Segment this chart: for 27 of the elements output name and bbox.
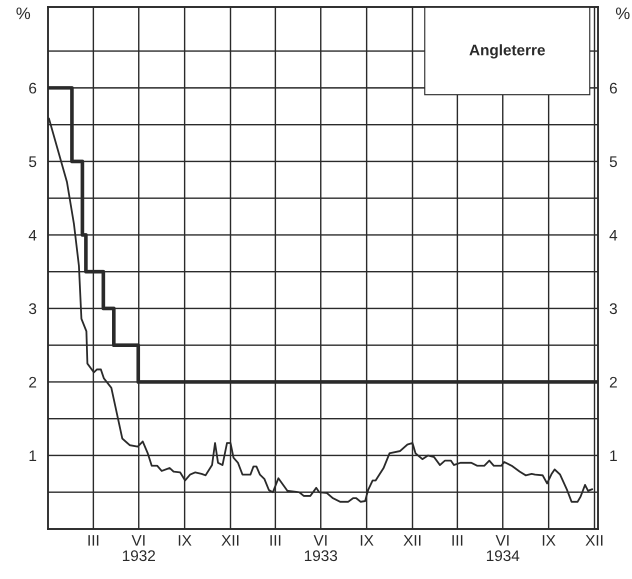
text: Angleterre xyxy=(469,44,545,59)
x-tick-label: XII xyxy=(404,535,420,546)
x-tick-label: III xyxy=(270,535,280,546)
y-axis-title: % xyxy=(16,8,30,20)
y2-tick-label: 2 xyxy=(610,376,617,388)
y2-tick-label: 5 xyxy=(610,156,617,168)
y2-axis-title: % xyxy=(616,8,630,20)
y-tick-label: 6 xyxy=(29,82,36,94)
x-tick-label: XII xyxy=(586,535,602,546)
x-tick-label: IX xyxy=(178,535,192,546)
x-tick-label: VI 1933 xyxy=(304,535,338,562)
x-tick-label: IX xyxy=(360,535,374,546)
y-tick-label: 2 xyxy=(29,376,36,388)
y2-tick-label: 4 xyxy=(609,230,618,240)
x-tick-label: VI 1932 xyxy=(122,535,155,562)
y-tick-label: 5 xyxy=(29,156,36,168)
y2-tick-label: 6 xyxy=(610,82,617,94)
y2-tick-label: 1 xyxy=(610,450,617,462)
x-tick-label: III xyxy=(88,535,98,546)
y2-tick-label: 3 xyxy=(610,303,617,314)
x-tick-label: VI 1934 xyxy=(486,535,520,562)
x-tick-label: XII xyxy=(222,535,238,546)
x-tick-label: IX xyxy=(542,535,556,546)
y-tick-label: 3 xyxy=(28,303,36,314)
x-tick-label: III xyxy=(452,535,462,546)
y-tick-label: 4 xyxy=(28,230,36,240)
y-tick-label: 1 xyxy=(30,450,36,462)
